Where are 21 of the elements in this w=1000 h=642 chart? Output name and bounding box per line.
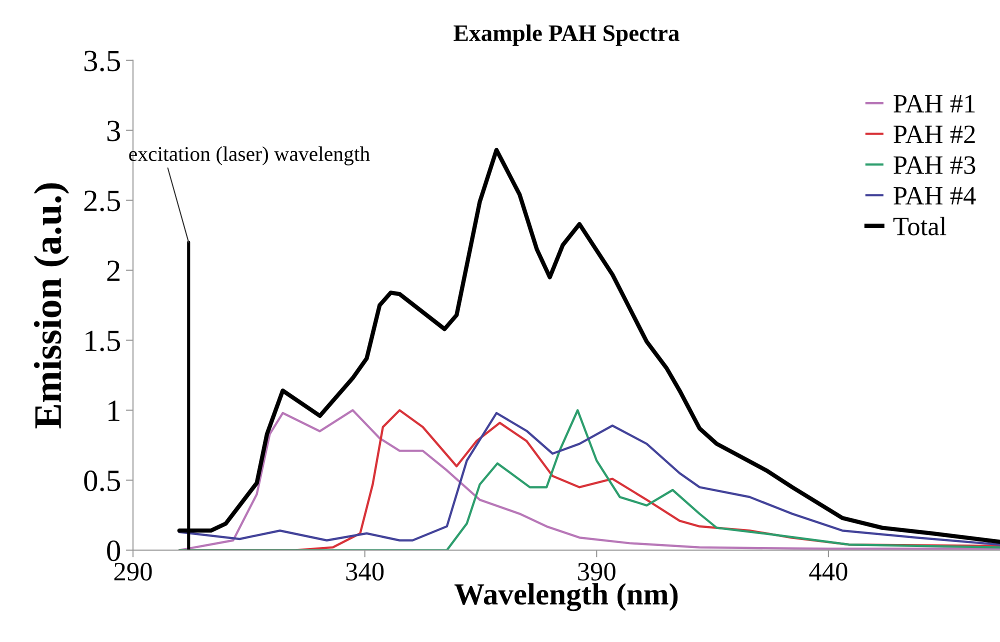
chart-title: Example PAH Spectra — [454, 24, 680, 46]
y-tick-label: 1 — [108, 400, 120, 421]
y-tick-label: 3.5 — [84, 50, 120, 72]
x-tick-label: 390 — [578, 562, 616, 581]
x-tick-label: 340 — [346, 562, 384, 581]
y-tick-label: 2.5 — [84, 190, 120, 212]
x-axis-title: Wavelength (nm) — [454, 583, 678, 612]
legend-label: PAH #3 — [894, 156, 976, 174]
y-tick-label: 1.5 — [86, 330, 120, 352]
legend-label: Total — [893, 216, 946, 236]
y-tick-label: 0.5 — [84, 470, 120, 492]
legend-label: PAH #2 — [894, 126, 975, 144]
y-tick-label: 2 — [107, 260, 120, 281]
legend-label: PAH #1 — [894, 94, 975, 112]
y-axis-title: Emission (a.u.) — [34, 183, 70, 428]
x-tick-label: 440 — [809, 562, 848, 581]
y-tick-label: 0 — [107, 540, 120, 562]
annotation: excitation (laser) wavelength — [129, 146, 370, 166]
legend-label: PAH #4 — [894, 187, 976, 204]
x-tick-label: 290 — [114, 562, 152, 581]
y-tick-label: 3 — [107, 120, 120, 142]
